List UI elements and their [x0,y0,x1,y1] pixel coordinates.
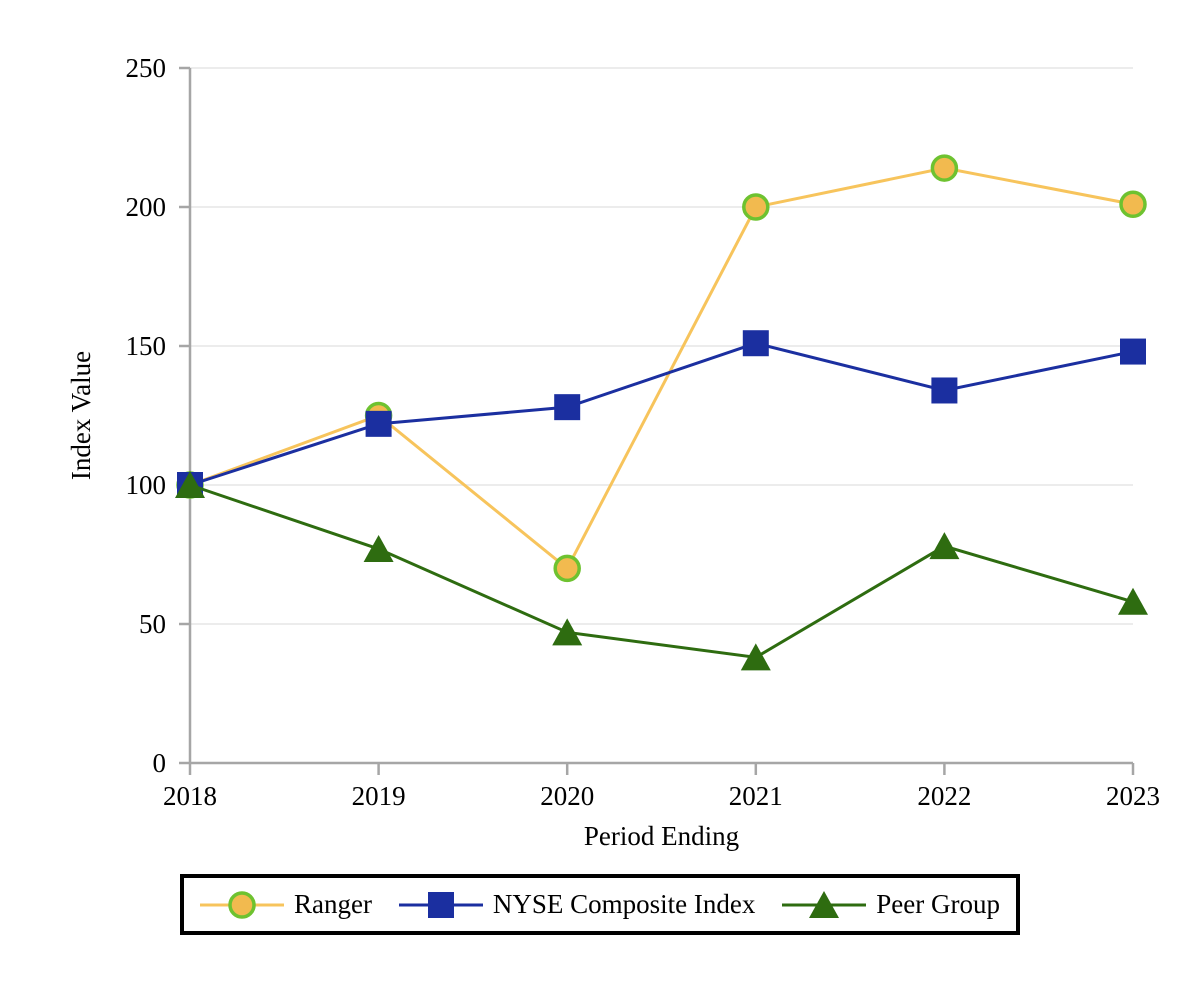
x-tick-label-2021: 2021 [729,781,783,811]
x-tick-label-2019: 2019 [352,781,406,811]
marker-circle-ranger [930,154,959,182]
marker-circle-ranger [553,554,581,583]
y-tick-label-0: 0 [153,748,167,778]
legend-triangle-swatch [782,890,867,918]
x-tick-label-2020: 2020 [540,781,594,811]
marker-triangle-peer-group [175,471,205,498]
marker-square-nyse-composite-index [554,394,581,421]
marker-square-nyse-composite-index [365,410,392,437]
legend-label-ranger: Ranger [294,889,372,919]
x-axis-title: Period Ending [584,821,739,851]
series-line-nyse-composite-index [189,341,1134,487]
legend-label-peer-group: Peer Group [876,889,1000,919]
marker-circle-ranger [742,193,770,221]
marker-square-nyse-composite-index [427,891,454,918]
series-line-ranger [189,166,1134,571]
legend-item-peer-group: Peer Group [782,885,1000,925]
marker-circle-ranger [1119,190,1147,218]
x-tick-label-2023: 2023 [1106,781,1160,811]
marker-triangle-peer-group [809,890,840,918]
y-tick-label-50: 50 [139,609,166,639]
y-tick-label-100: 100 [126,470,167,500]
legend-item-nyse-composite-index: NYSE Composite Index [398,885,756,925]
marker-circle-ranger [228,890,256,919]
marker-square-nyse-composite-index [931,377,958,404]
marker-triangle-peer-group [1118,587,1148,615]
marker-triangle-peer-group [740,643,771,671]
marker-triangle-peer-group [929,532,960,560]
legend-square-swatch [398,891,483,918]
y-tick-label-200: 200 [126,192,167,222]
series-line-peer-group [189,483,1134,659]
x-tick-label-2018: 2018 [163,781,217,811]
y-axis-title: Index Value [66,351,96,480]
marker-square-nyse-composite-index [1120,338,1146,365]
performance-chart: 0 50 100 150 200 250 2018 2019 2020 2021 2022 2023 I… [66,53,1160,851]
y-tick-label-150: 150 [126,331,167,361]
legend: Ranger NYSE Composite Index Peer Group [180,874,1020,935]
legend-circle-swatch [200,890,284,919]
y-tick-label-250: 250 [126,53,167,83]
marker-square-nyse-composite-index [742,330,769,357]
legend-label-nyse-composite-index: NYSE Composite Index [492,889,756,919]
marker-triangle-peer-group [363,534,394,562]
legend-item-ranger: Ranger [200,885,372,925]
marker-triangle-peer-group [552,618,583,646]
x-tick-label-2022: 2022 [917,781,971,811]
